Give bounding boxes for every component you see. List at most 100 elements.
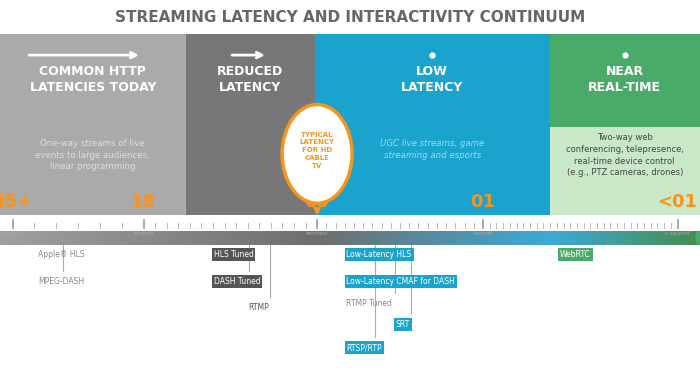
Bar <box>28 231 30 245</box>
Bar <box>362 231 364 245</box>
Bar <box>562 231 565 245</box>
Text: WebRTC: WebRTC <box>560 250 591 259</box>
Bar <box>61 231 63 245</box>
Bar <box>180 231 182 245</box>
Bar <box>229 231 231 245</box>
Bar <box>474 231 476 245</box>
Bar <box>194 231 196 245</box>
Bar <box>422 231 425 245</box>
Bar <box>497 231 499 245</box>
Bar <box>79 231 82 245</box>
Bar <box>303 231 306 245</box>
Bar <box>611 231 614 245</box>
Bar <box>275 231 278 245</box>
Text: TYPICAL
LATENCY
FOR HD
CABLE
TV: TYPICAL LATENCY FOR HD CABLE TV <box>300 131 335 169</box>
Bar <box>19 231 21 245</box>
Bar <box>203 231 205 245</box>
Bar <box>350 231 352 245</box>
Bar <box>329 231 331 245</box>
Bar <box>33 231 35 245</box>
Bar <box>485 231 488 245</box>
Bar <box>602 231 604 245</box>
Bar <box>462 231 464 245</box>
Bar <box>259 231 261 245</box>
Bar <box>16 231 19 245</box>
Bar <box>320 231 322 245</box>
Text: s second: s second <box>666 231 690 236</box>
Text: 18: 18 <box>131 193 156 211</box>
Bar <box>238 231 240 245</box>
Bar <box>670 231 672 245</box>
Text: COMMON HTTP
LATENCIES TODAY: COMMON HTTP LATENCIES TODAY <box>29 65 156 93</box>
Bar <box>628 231 630 245</box>
Bar <box>212 231 215 245</box>
Bar <box>133 231 135 245</box>
Bar <box>177 231 180 245</box>
Bar <box>541 231 544 245</box>
Text: UGC live streams, game
streaming and esports: UGC live streams, game streaming and esp… <box>380 139 484 160</box>
Bar <box>590 231 593 245</box>
Bar <box>499 231 502 245</box>
Bar <box>142 231 145 245</box>
Bar <box>653 231 656 245</box>
Bar <box>205 231 208 245</box>
Bar <box>215 231 217 245</box>
Bar <box>572 231 574 245</box>
Bar <box>637 231 639 245</box>
Bar <box>674 231 677 245</box>
Bar <box>292 231 294 245</box>
Bar <box>159 231 161 245</box>
Bar <box>604 231 607 245</box>
Bar <box>406 231 408 245</box>
Bar <box>481 231 483 245</box>
Bar <box>245 231 247 245</box>
Bar <box>420 231 422 245</box>
Bar <box>530 231 532 245</box>
Bar <box>243 231 245 245</box>
Bar <box>373 231 376 245</box>
Bar <box>550 127 700 215</box>
Bar <box>518 231 520 245</box>
Bar <box>9 231 12 245</box>
Bar <box>65 231 68 245</box>
Bar <box>233 231 236 245</box>
Bar <box>443 231 446 245</box>
Bar <box>630 231 632 245</box>
Bar <box>429 231 432 245</box>
Bar <box>469 231 471 245</box>
Bar <box>691 231 693 245</box>
Bar <box>42 231 44 245</box>
Ellipse shape <box>0 231 4 245</box>
Bar <box>131 231 133 245</box>
Text: 45+: 45+ <box>0 193 33 211</box>
Bar <box>614 231 616 245</box>
Bar <box>75 231 77 245</box>
Bar <box>44 231 47 245</box>
Bar <box>527 231 530 245</box>
Bar <box>471 231 474 245</box>
Bar <box>266 231 268 245</box>
Bar <box>72 231 75 245</box>
Text: seconds: seconds <box>306 231 328 236</box>
Bar <box>595 231 597 245</box>
Bar <box>511 231 513 245</box>
Bar <box>100 231 103 245</box>
Bar <box>446 231 448 245</box>
Bar <box>560 231 562 245</box>
Bar <box>425 231 427 245</box>
Bar <box>415 231 418 245</box>
Bar <box>679 231 681 245</box>
Bar <box>338 231 341 245</box>
Text: Two-way web
conferencing, telepresence,
real-time device control
(e.g., PTZ came: Two-way web conferencing, telepresence, … <box>566 133 684 177</box>
Text: RTMP: RTMP <box>248 303 270 312</box>
Bar <box>250 231 252 245</box>
Bar <box>478 231 481 245</box>
Bar <box>357 231 359 245</box>
Bar <box>21 231 23 245</box>
Bar <box>273 231 275 245</box>
Bar <box>37 231 40 245</box>
Bar <box>154 231 156 245</box>
Text: 01: 01 <box>470 193 496 211</box>
Bar <box>555 231 558 245</box>
Bar <box>317 231 320 245</box>
